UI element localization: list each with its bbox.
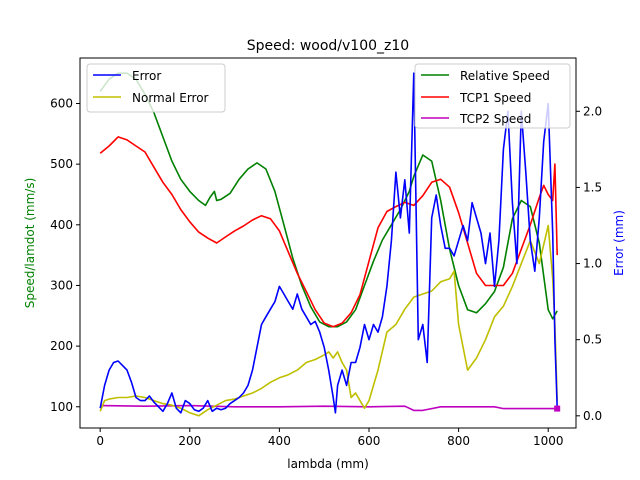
legend-right-box [414, 63, 571, 129]
series-line-error [99, 72, 558, 414]
x-tick-label: 200 [178, 434, 201, 448]
left-y-axis: 100 200 300 400 500 600 [50, 96, 80, 414]
right-y-axis: 0.0 0.5 1.0 1.5 2.0 [576, 104, 602, 423]
left-y-tick-label: 400 [50, 218, 73, 232]
legend-right: Relative Speed TCP1 Speed TCP2 Speed [414, 63, 571, 129]
right-y-tick-label: 0.0 [583, 409, 602, 423]
left-y-axis-label: Speed/lamdot (mm/s) [23, 178, 37, 309]
series-line-relative-speed [99, 72, 558, 328]
legend-normal-error-label: Normal Error [132, 91, 209, 105]
right-y-tick-label: 0.5 [583, 333, 602, 347]
x-tick-label: 0 [96, 434, 104, 448]
series-line-normal-error [99, 224, 558, 417]
legend-left-box [86, 63, 226, 113]
plot-frame [79, 57, 577, 429]
series-line-tcp2-speed [100, 404, 558, 412]
x-tick-label: 600 [358, 434, 381, 448]
right-y-tick-label: 2.0 [583, 104, 602, 118]
tcp2-end-marker [554, 405, 561, 412]
plot-lines [99, 72, 561, 417]
legend-error-label: Error [132, 69, 161, 83]
legend-left: Error Normal Error [86, 63, 226, 113]
legend-tcp1-speed-label: TCP1 Speed [459, 91, 531, 105]
legend-tcp2-speed-label: TCP2 Speed [459, 112, 531, 126]
x-tick-label: 800 [447, 434, 470, 448]
legend-relative-speed-label: Relative Speed [460, 69, 550, 83]
left-y-tick-label: 200 [50, 339, 73, 353]
left-y-tick-label: 500 [50, 157, 73, 171]
right-y-axis-label: Error (mm) [612, 210, 626, 276]
series-line-tcp1-speed [99, 136, 558, 328]
left-y-tick-label: 300 [50, 278, 73, 292]
left-y-tick-label: 600 [50, 96, 73, 110]
chart-title: Speed: wood/v100_z10 [247, 38, 409, 54]
x-axis: 0 200 400 600 800 1000 [96, 428, 563, 448]
right-y-tick-label: 1.5 [583, 180, 602, 194]
left-y-tick-label: 100 [50, 400, 73, 414]
x-axis-label: lambda (mm) [287, 457, 369, 471]
right-y-tick-label: 1.0 [583, 257, 602, 271]
x-tick-label: 400 [268, 434, 291, 448]
x-tick-label: 1000 [533, 434, 564, 448]
